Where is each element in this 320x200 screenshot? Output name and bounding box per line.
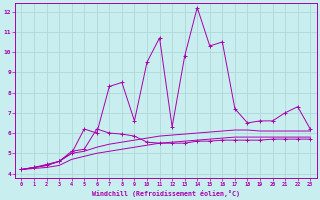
X-axis label: Windchill (Refroidissement éolien,°C): Windchill (Refroidissement éolien,°C) — [92, 190, 240, 197]
